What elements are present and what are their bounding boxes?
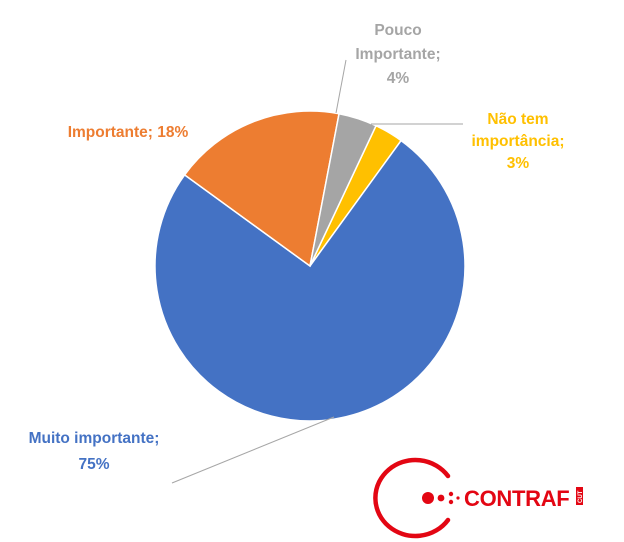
label-pouco-importante: Pouco Importante; 4% [355, 22, 440, 87]
logo-dot-icon [448, 491, 454, 497]
logo-text: CONTRAF [464, 486, 569, 511]
slice-importante [183, 110, 340, 268]
data-labels: Muito importante; 75% Importante; 18% Pouco… [29, 22, 565, 473]
label-importante: Importante; 18% [68, 124, 189, 141]
label-importante-line: Importante; 18% [68, 124, 189, 141]
label-nao-tem-importancia-line: Não tem [487, 111, 548, 128]
logo-swoosh-icon [373, 457, 451, 539]
slice-pouco-importante [309, 112, 377, 267]
label-nao-tem-importancia-line: importância; [471, 133, 564, 150]
slice-muito-importante [154, 139, 466, 422]
label-pouco-importante-line: 4% [387, 70, 410, 87]
label-muito-importante: Muito importante; 75% [29, 430, 160, 473]
leader-lines [171, 59, 463, 484]
label-pouco-importante-line: Pouco [374, 22, 421, 39]
logo-dot-icon [422, 492, 434, 504]
pie-slices [154, 110, 466, 422]
leader-line-muito-importante [171, 416, 335, 484]
contraf-logo: CONTRAF CUT [373, 457, 584, 539]
label-nao-tem-importancia-line: 3% [507, 155, 530, 172]
label-muito-importante-line: Muito importante; [29, 430, 160, 447]
leader-line-pouco-importante [335, 59, 347, 114]
label-muito-importante-line: 75% [78, 456, 109, 473]
logo-dot-icon [448, 499, 454, 505]
label-nao-tem-importancia: Não tem importância; 3% [471, 111, 564, 172]
logo-sub-text: CUT [578, 490, 584, 503]
logo-badge [576, 487, 583, 505]
label-pouco-importante-line: Importante; [355, 46, 440, 63]
logo-dot-icon [456, 496, 460, 500]
logo-dot-icon [437, 494, 445, 502]
